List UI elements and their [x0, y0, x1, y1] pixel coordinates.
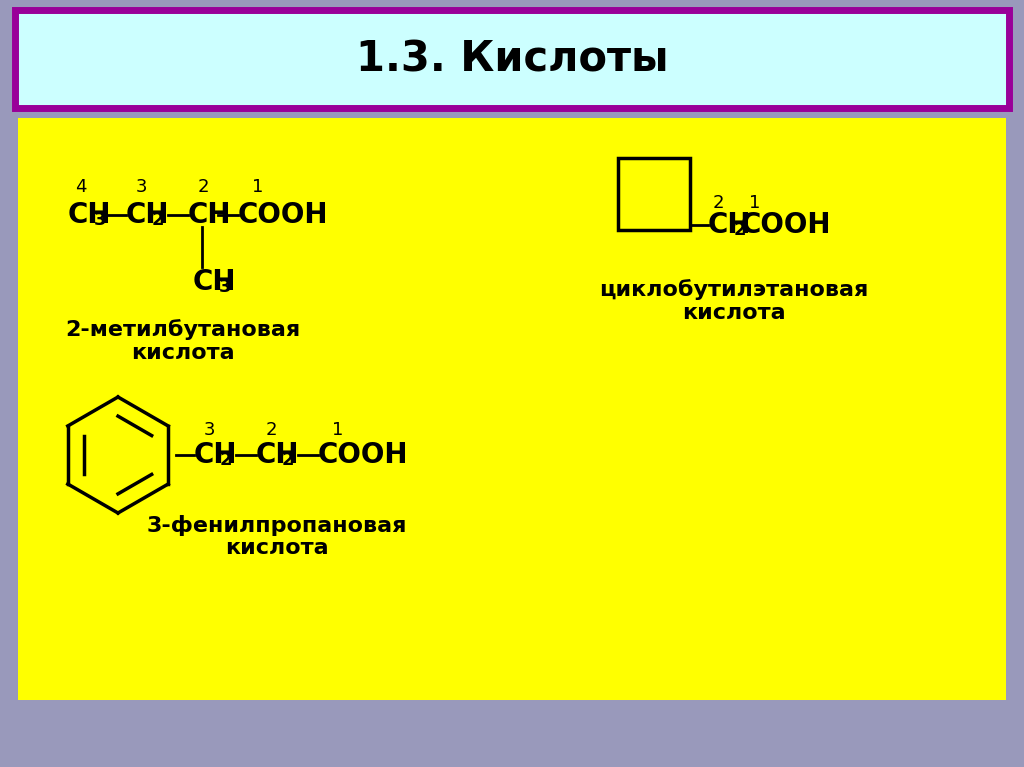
Text: 1: 1: [750, 194, 761, 212]
Text: CH: CH: [126, 201, 170, 229]
Bar: [18, 118, 1006, 700]
Text: 3: 3: [219, 278, 231, 296]
Text: 2: 2: [152, 211, 165, 229]
Text: 1: 1: [333, 421, 344, 439]
Text: кислота: кислота: [682, 303, 785, 323]
Text: 3: 3: [94, 211, 106, 229]
Bar: [15, 10, 1009, 108]
Text: CH: CH: [256, 441, 299, 469]
Text: CH: CH: [188, 201, 231, 229]
Text: CH: CH: [193, 268, 237, 296]
Text: 2: 2: [198, 178, 209, 196]
Text: 2: 2: [734, 221, 746, 239]
Text: 3-фенилпропановая: 3-фенилпропановая: [146, 515, 408, 535]
Text: 2-метилбутановая: 2-метилбутановая: [66, 320, 301, 341]
Text: COOH: COOH: [741, 211, 831, 239]
Text: 2: 2: [220, 451, 232, 469]
Text: 3: 3: [135, 178, 146, 196]
Text: COOH: COOH: [238, 201, 329, 229]
Text: 1: 1: [252, 178, 264, 196]
Text: 4: 4: [75, 178, 87, 196]
Text: кислота: кислота: [131, 343, 234, 363]
Text: циклобутилэтановая: циклобутилэтановая: [599, 279, 868, 301]
Text: COOH: COOH: [318, 441, 409, 469]
Text: CH: CH: [194, 441, 238, 469]
Text: кислота: кислота: [225, 538, 329, 558]
Bar: [618, 158, 690, 230]
Text: 2: 2: [282, 451, 295, 469]
Text: 2: 2: [713, 194, 724, 212]
Text: CH: CH: [708, 211, 752, 239]
Text: 3: 3: [203, 421, 215, 439]
Text: CH: CH: [68, 201, 112, 229]
Text: 2: 2: [265, 421, 276, 439]
Text: 1.3. Кислоты: 1.3. Кислоты: [355, 38, 669, 80]
